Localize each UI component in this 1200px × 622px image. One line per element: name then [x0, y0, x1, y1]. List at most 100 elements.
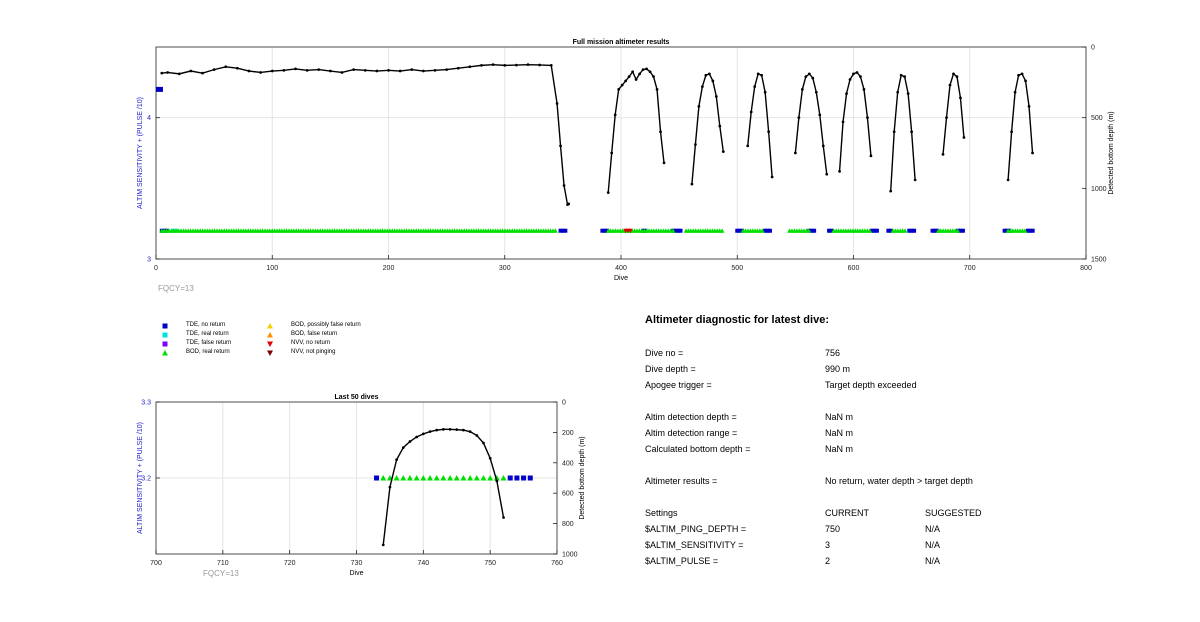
bod-real-return-marker [553, 228, 558, 233]
diagnostic-label: Altim detection depth = [645, 412, 737, 422]
setting-name: $ALTIM_PING_DEPTH = [645, 524, 747, 534]
legend-swatch-marker [162, 323, 168, 329]
depth-point [697, 104, 701, 108]
legend-label: BOD, possibly false return [291, 322, 361, 328]
right-y-tick-label: 800 [562, 521, 574, 528]
bod-real-return-marker [480, 475, 487, 481]
depth-point [648, 70, 652, 74]
settings-header-label: Settings [645, 508, 678, 518]
depth-point [421, 432, 425, 436]
tde-no-return-marker [1025, 228, 1030, 233]
bod-real-return-marker [902, 228, 908, 233]
depth-point [855, 71, 859, 74]
depth-line [747, 72, 773, 178]
tde-no-return-marker [1028, 228, 1033, 233]
depth-point [641, 68, 645, 71]
setting-suggested: N/A [925, 556, 941, 566]
depth-point [910, 130, 913, 134]
depth-line [691, 72, 724, 185]
bod-real-return-marker [440, 475, 447, 481]
tde-no-return-marker [676, 228, 681, 233]
depth-point [767, 130, 771, 134]
depth-point [818, 113, 822, 117]
depth-point [567, 202, 571, 206]
depth-point [746, 144, 750, 148]
depth-point [760, 73, 764, 77]
depth-point [305, 68, 309, 72]
x-tick-label: 0 [154, 265, 158, 272]
depth-point [814, 90, 818, 94]
right-y-tick-label: 200 [562, 430, 574, 437]
depth-point [962, 136, 966, 139]
settings-header-current: CURRENT [825, 508, 869, 518]
x-tick-label: 750 [484, 560, 496, 567]
depth-line [890, 74, 916, 192]
bod-real-return-marker [955, 228, 960, 233]
setting-current: 3 [825, 540, 831, 550]
depth-point [906, 92, 910, 96]
depth-point [282, 68, 286, 72]
depth-line [607, 68, 665, 193]
legend-label: BOD, false return [291, 331, 338, 337]
depth-point [645, 67, 648, 71]
y-tick-label: 3 [147, 257, 151, 264]
depth-point [410, 68, 414, 71]
depth-line [942, 72, 965, 155]
depth-point [340, 71, 344, 74]
nvv-no-return-marker [627, 228, 633, 234]
legend-swatch-marker [267, 323, 273, 329]
x-axis-label: Dive [349, 570, 363, 577]
depth-point [503, 63, 507, 67]
depth-point [634, 78, 638, 81]
bod-real-return-marker [467, 475, 474, 481]
depth-series [381, 427, 505, 547]
depth-point [804, 75, 808, 79]
settings-header-suggested: SUGGESTED [925, 508, 982, 518]
depth-point [549, 63, 553, 67]
x-tick-label: 300 [499, 265, 511, 272]
depth-point [428, 430, 432, 434]
fqcy-note: FQCY=13 [203, 569, 239, 578]
last-50-dives-chart: 700 710 720 730 740 750 760 3.2 3.3 0 200 400 600 800… [137, 394, 586, 578]
diagnostic-label: Calculated bottom depth = [645, 444, 751, 454]
depth-point [866, 116, 869, 120]
legend-label: NVV, not pinging [291, 349, 336, 355]
bod-real-return-marker [380, 475, 387, 481]
tde-no-return-marker [602, 228, 607, 233]
x-tick-label: 720 [284, 560, 296, 567]
diagnostic-label: Altim detection range = [645, 428, 738, 438]
tde-no-return-marker [829, 228, 834, 233]
depth-point [941, 153, 945, 156]
depth-point [1006, 178, 1010, 182]
tde-no-return-marker [1030, 228, 1035, 233]
setting-current: 2 [825, 556, 831, 566]
setting-current: 750 [825, 524, 841, 534]
legend-label: BOD, real return [186, 349, 230, 355]
depth-line [1007, 72, 1034, 180]
x-tick-label: 710 [217, 560, 229, 567]
tde-no-return-marker [907, 228, 912, 233]
depth-point [763, 90, 767, 94]
bod-real-return-marker [420, 475, 427, 481]
tde-no-return-marker [514, 475, 520, 481]
legend-swatch-marker [267, 332, 273, 338]
diagnostic-value: Target depth exceeded [825, 380, 917, 390]
tde-no-return-marker [560, 228, 565, 233]
depth-point [482, 441, 485, 445]
depth-point [212, 68, 216, 71]
depth-point [889, 189, 893, 193]
depth-point [613, 113, 617, 117]
x-tick-label: 600 [848, 265, 860, 272]
x-tick-label: 700 [150, 560, 162, 567]
legend-swatch [267, 332, 273, 338]
legend-swatch-marker [162, 350, 168, 356]
bod-real-return-marker [460, 475, 467, 481]
right-y-tick-label: 500 [1091, 115, 1103, 122]
depth-point [456, 66, 460, 70]
x-tick-label: 730 [351, 560, 363, 567]
depth-point [160, 71, 164, 75]
depth-line [838, 71, 872, 172]
bod-real-return-marker [759, 228, 765, 233]
depth-point [317, 68, 321, 71]
